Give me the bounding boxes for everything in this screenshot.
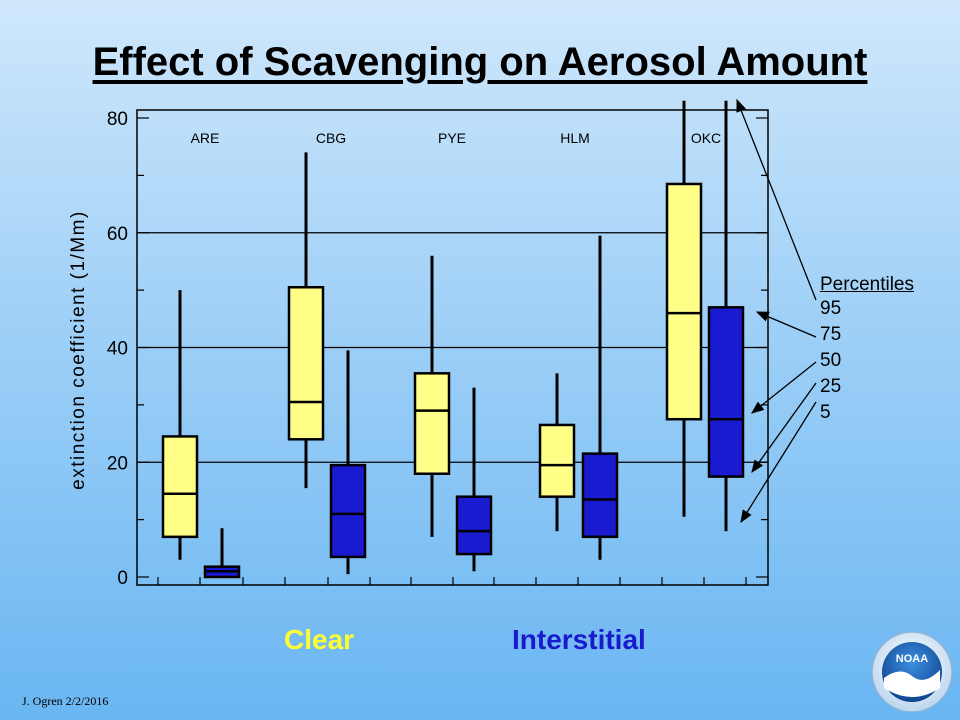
legend-item-50: 50	[820, 350, 842, 371]
legend-pointer-25	[751, 382, 817, 474]
site-label-hlm: HLM	[560, 130, 590, 146]
interstitial-hlm-box	[581, 452, 619, 539]
y-tick-label: 0	[117, 568, 128, 589]
clear-pye-box	[413, 372, 451, 475]
site-label-pye: PYE	[438, 130, 466, 146]
legend-title: Percentiles	[820, 274, 914, 295]
legend-pointer-95	[736, 98, 817, 301]
interstitial-group-label: Interstitial	[512, 624, 646, 655]
y-tick-label: 60	[107, 224, 128, 245]
clear-hlm-box	[538, 423, 576, 498]
interstitial-cbg-box	[329, 463, 367, 559]
legend-item-75: 75	[820, 324, 842, 345]
interstitial-pye-box	[455, 495, 493, 556]
site-label-cbg: CBG	[316, 130, 346, 146]
y-tick-label: 40	[107, 339, 128, 360]
legend-pointer-5	[740, 401, 817, 524]
noaa-logo: NOAA	[871, 631, 953, 713]
y-tick-label: 80	[107, 109, 128, 130]
footer-credit: J. Ogren 2/2/2016	[22, 694, 109, 708]
y-tick-label: 20	[107, 453, 128, 474]
clear-cbg-box	[287, 286, 325, 441]
site-label-are: ARE	[191, 130, 220, 146]
interstitial-okc-box	[707, 306, 745, 478]
clear-okc-box	[665, 182, 703, 421]
site-label-okc: OKC	[691, 130, 721, 146]
y-axis-label: extinction coefficient (1/Mm)	[68, 210, 89, 490]
legend-item-95: 95	[820, 298, 842, 319]
clear-are-box	[161, 435, 199, 539]
legend-pointer-50	[750, 361, 817, 414]
clear-group-label: Clear	[284, 624, 355, 655]
slide-title: Effect of Scavenging on Aerosol Amount	[92, 40, 868, 84]
legend-pointer-75	[755, 311, 817, 338]
noaa-logo-text: NOAA	[896, 653, 928, 665]
legend-item-5: 5	[820, 402, 831, 423]
legend-item-25: 25	[820, 376, 842, 397]
